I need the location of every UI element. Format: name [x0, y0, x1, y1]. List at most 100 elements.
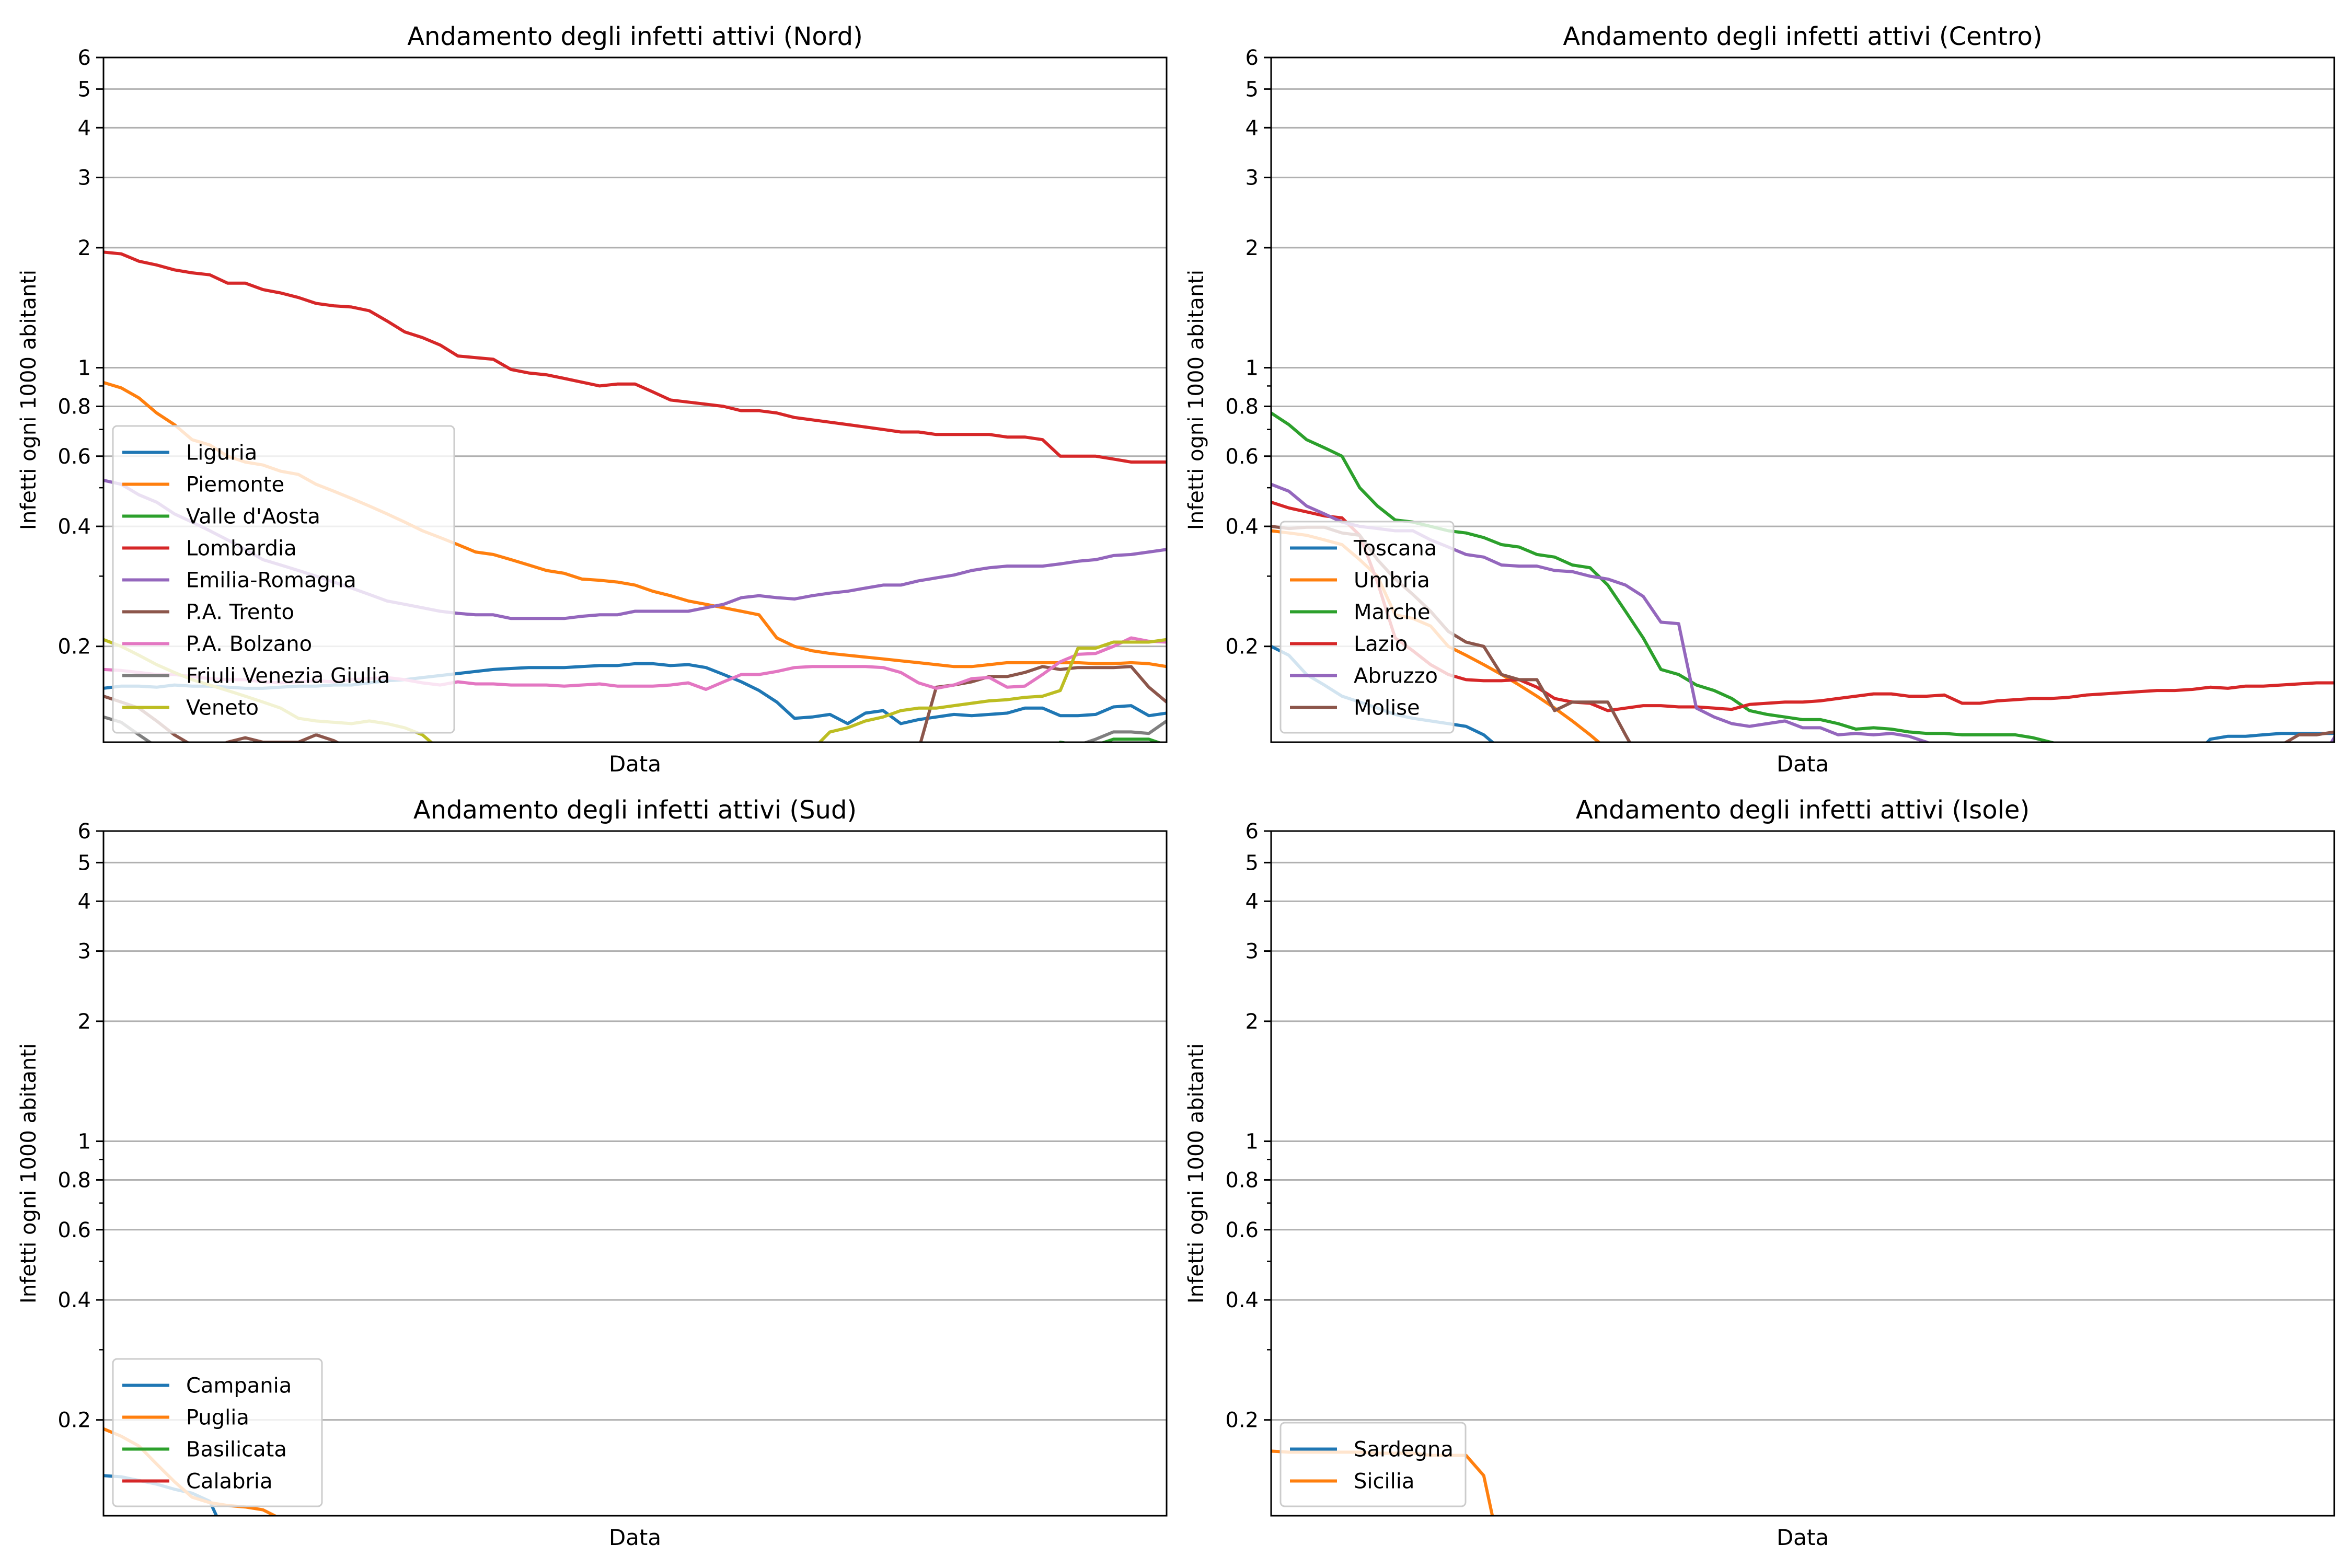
y-tick-label: 0.8 [57, 1168, 91, 1192]
y-tick-label: 5 [1246, 77, 1259, 101]
legend-item: Sardegna [1290, 1438, 1454, 1462]
y-tick-label: 6 [78, 46, 91, 70]
y-tick-label: 0.8 [57, 395, 91, 419]
legend-label: Friuli Venezia Giulia [186, 664, 390, 688]
y-tick-label: 3 [1246, 166, 1259, 190]
plot-area [1271, 831, 2334, 1516]
y-tick-label: 0.4 [57, 515, 91, 539]
legend-label: Sardegna [1354, 1438, 1454, 1462]
legend-item: Molise [1290, 696, 1420, 720]
y-axis-label: Infetti ogni 1000 abitanti [1184, 1043, 1208, 1304]
legend-box [112, 1358, 323, 1507]
legend-item: Calabria [122, 1470, 273, 1494]
plot-frame [1270, 830, 2335, 1517]
y-tick-label: 6 [78, 820, 91, 844]
legend-item: Piemonte [122, 473, 284, 497]
y-tick-label: 4 [1246, 890, 1259, 914]
y-axis-label: Infetti ogni 1000 abitanti [1184, 270, 1208, 530]
y-tick-label: 1 [78, 356, 91, 381]
legend-label: Abruzzo [1354, 664, 1438, 688]
legend-label: Toscana [1353, 537, 1437, 561]
legend-label: Lombardia [186, 537, 297, 561]
y-tick-label: 5 [78, 851, 91, 875]
chart-panel-2: 0.2 0.4 0.6 0.8 1 2 3 4 5 6 Andamento degli infett… [1184, 22, 2335, 777]
legend-label: Veneto [186, 696, 259, 720]
y-tick-label: 4 [78, 116, 91, 140]
chart-panel-3: 0.2 0.4 0.6 0.8 1 2 3 4 5 6 Andamento degli infett… [17, 795, 1168, 1550]
legend-item: P.A. Bolzano [122, 632, 312, 656]
legend: Toscana Umbria Marche Lazio Abruzzo Molise [1279, 521, 1455, 734]
legend-item: Friuli Venezia Giulia [122, 664, 390, 688]
legend-label: Basilicata [186, 1438, 287, 1462]
legend-item: Puglia [122, 1406, 249, 1430]
legend-label: Marche [1354, 601, 1431, 625]
y-tick-label: 0.8 [1225, 395, 1259, 419]
y-tick-label: 3 [78, 940, 91, 964]
legend-box [1279, 1422, 1467, 1507]
legend-label: Molise [1354, 696, 1420, 720]
x-axis-label: Data [609, 1525, 661, 1550]
legend-item: Valle d'Aosta [122, 505, 320, 529]
x-axis-label: Data [1777, 751, 1829, 777]
legend-label: Calabria [186, 1470, 273, 1494]
y-tick-label: 1 [1246, 1130, 1259, 1154]
x-axis-label: Data [609, 751, 661, 777]
legend-label: Puglia [186, 1406, 249, 1430]
y-tick-label: 0.6 [1225, 1218, 1259, 1242]
y-tick-label: 2 [78, 1010, 91, 1034]
y-tick-label: 2 [78, 236, 91, 260]
y-tick-label: 0.4 [1225, 515, 1259, 539]
legend-label: P.A. Bolzano [186, 632, 312, 656]
y-tick-label: 6 [1246, 46, 1259, 70]
y-tick-label: 1 [78, 1130, 91, 1154]
legend-item: Emilia-Romagna [122, 569, 356, 593]
y-axis-label: Infetti ogni 1000 abitanti [17, 1043, 41, 1304]
y-tick-label: 5 [78, 77, 91, 101]
legend-label: Campania [186, 1374, 292, 1398]
legend: Campania Puglia Basilicata Calabria [112, 1358, 323, 1507]
legend-label: Liguria [186, 441, 257, 465]
y-axis-label: Infetti ogni 1000 abitanti [17, 270, 41, 530]
chart-title: Andamento degli infetti attivi (Nord) [407, 22, 863, 51]
legend-item: Liguria [122, 441, 257, 465]
y-tick-label: 2 [1246, 236, 1259, 260]
y-tick-label: 0.2 [1225, 635, 1259, 659]
legend-item: Marche [1290, 601, 1431, 625]
y-tick-label: 5 [1246, 851, 1259, 875]
legend-label: Lazio [1354, 632, 1408, 656]
legend-item: Umbria [1290, 569, 1430, 593]
series-line-lombardia [103, 250, 1167, 464]
x-axis-label: Data [1777, 1525, 1829, 1550]
chart-panel-4: 0.2 0.4 0.6 0.8 1 2 3 4 5 6 Andamento degli infett… [1184, 795, 2335, 1550]
legend-item: Toscana [1290, 537, 1437, 561]
legend-label: Sicilia [1354, 1470, 1414, 1494]
legend-label: Valle d'Aosta [186, 505, 320, 529]
plot-frame [1270, 56, 2335, 743]
legend-item: Abruzzo [1290, 664, 1438, 688]
chart-panel-1: 0.2 0.4 0.6 0.8 1 2 3 4 5 6 Andamento degli infett… [17, 22, 1168, 777]
legend-box [112, 425, 455, 734]
legend-item: Basilicata [122, 1438, 287, 1462]
y-tick-label: 3 [78, 166, 91, 190]
legend-label: P.A. Trento [186, 601, 294, 625]
legend-label: Umbria [1354, 569, 1430, 593]
y-tick-label: 0.2 [1225, 1409, 1259, 1433]
y-tick-label: 0.6 [57, 1218, 91, 1242]
legend-item: Lazio [1290, 632, 1408, 656]
y-tick-label: 1 [1246, 356, 1259, 381]
legend-item: Veneto [122, 696, 259, 720]
plot-frame [102, 56, 1168, 743]
plot-frame [102, 830, 1168, 1517]
y-tick-label: 0.4 [1225, 1288, 1259, 1312]
y-tick-label: 2 [1246, 1010, 1259, 1034]
y-tick-label: 4 [78, 890, 91, 914]
legend-label: Emilia-Romagna [186, 569, 356, 593]
y-tick-label: 0.6 [1225, 445, 1259, 469]
chart-title: Andamento degli infetti attivi (Isole) [1576, 795, 2030, 825]
y-tick-label: 0.4 [57, 1288, 91, 1312]
y-tick-label: 3 [1246, 940, 1259, 964]
legend-item: Campania [122, 1374, 292, 1398]
y-tick-label: 0.6 [57, 445, 91, 469]
y-tick-label: 0.2 [57, 1409, 91, 1433]
